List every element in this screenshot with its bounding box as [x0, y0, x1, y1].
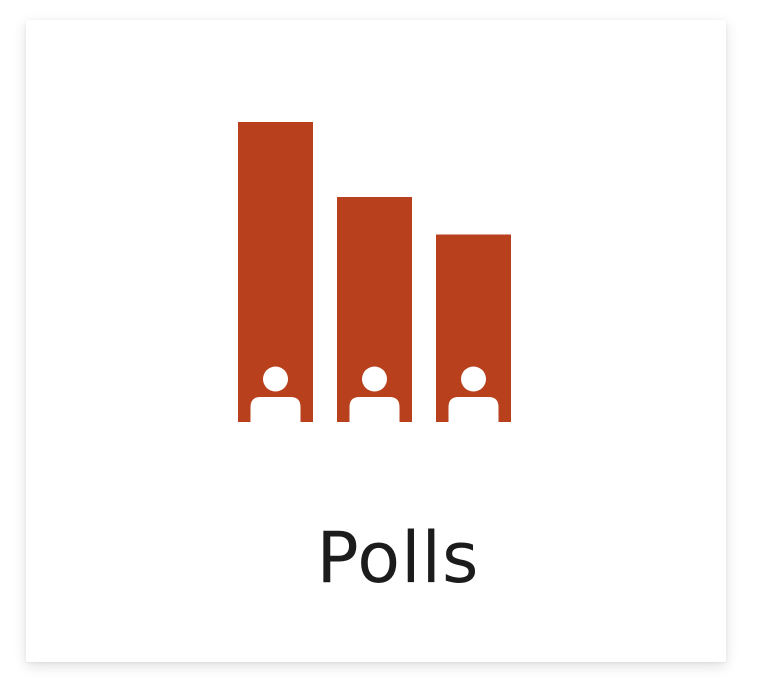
tile-label: Polls — [316, 517, 480, 599]
polls-icon — [238, 122, 511, 422]
poll-bar — [436, 234, 511, 422]
polls-tile[interactable]: Polls — [26, 20, 726, 662]
poll-bar — [337, 197, 412, 422]
poll-bar-rect — [436, 234, 511, 422]
person-icon — [349, 366, 400, 422]
poll-bar — [238, 122, 313, 422]
person-icon — [448, 366, 499, 422]
person-icon — [250, 366, 301, 422]
